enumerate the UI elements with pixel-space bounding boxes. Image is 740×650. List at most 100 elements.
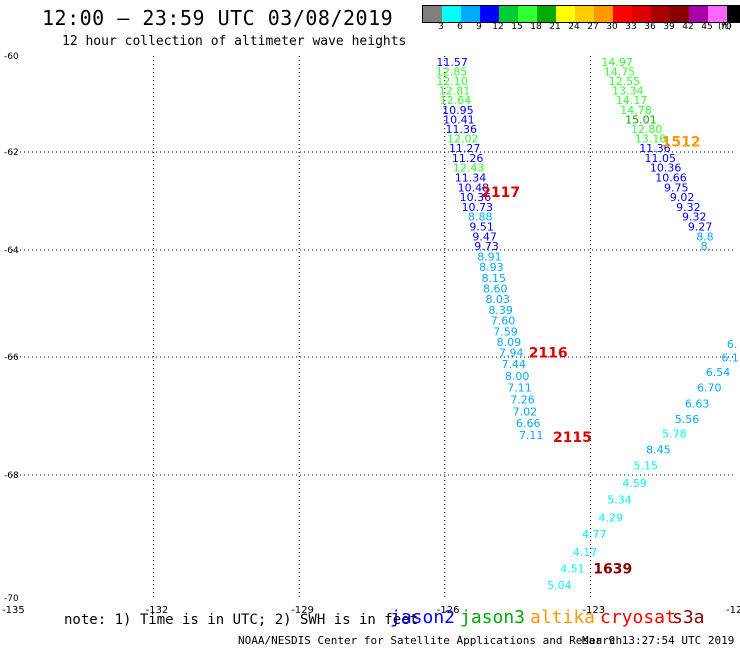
swh-value: 8.39 (488, 304, 513, 317)
colorbar-swatch (689, 6, 708, 22)
pass-label: 1639 (593, 561, 632, 577)
colorbar-swatch (556, 6, 575, 22)
colorbar-tick-label: 12 (492, 22, 504, 32)
pass-label: 1512 (662, 134, 701, 150)
swh-value: 11.36 (639, 142, 671, 155)
colorbar-swatch (480, 6, 499, 22)
lat-label: -62 (4, 148, 19, 158)
legend-item-altika: altika (530, 607, 596, 628)
swh-value: 7.60 (491, 315, 516, 328)
swh-value: 12.10 (436, 75, 468, 88)
colorbar-swatch (708, 6, 727, 22)
colorbar-swatch (442, 6, 461, 22)
lat-label: -60 (4, 52, 19, 62)
swh-value: 11.05 (645, 152, 677, 165)
colorbar-swatch (537, 6, 556, 22)
lon-label: -126 (437, 605, 460, 616)
track-1639: 6.6.16.54 6.70 6.63 5.56 5.78 8.45 5.15 4.59 5.3… (547, 338, 739, 592)
swh-value: 5.15 (633, 460, 658, 473)
swh-value: 11.34 (455, 171, 487, 184)
swh-value: 7.11 (507, 382, 532, 395)
swh-value: 10.73 (462, 201, 494, 214)
swh-value: 9.73 (474, 240, 499, 253)
swh-value: 6.66 (516, 417, 541, 430)
swh-value: 4.51 (560, 562, 585, 575)
lat-label: -70 (4, 594, 19, 604)
swh-value: 12.55 (609, 75, 641, 88)
colorbar-swatch (518, 6, 537, 22)
lon-label: -135 (2, 605, 25, 616)
colorbar-swatch (594, 6, 613, 22)
swh-value: 12.80 (631, 123, 663, 136)
swh-value: 10.41 (443, 113, 475, 126)
swh-value: 8.88 (468, 211, 493, 224)
swh-value: 9.32 (682, 211, 707, 224)
lon-label: -129 (291, 605, 314, 616)
swh-value: 7.02 (513, 405, 538, 418)
swh-value: 11.36 (446, 123, 478, 136)
generated-timestamp: Mar 9 13:27:54 UTC 2019 (582, 634, 735, 647)
swh-value: 14.78 (620, 104, 652, 117)
colorbar-tick-label: 15 (511, 22, 523, 32)
colorbar-tick-label: 21 (549, 22, 561, 32)
lon-label: -123 (582, 605, 605, 616)
swh-value: 8.8 (696, 230, 714, 243)
page-subtitle: 12 hour collection of altimeter wave hei… (62, 34, 407, 49)
colorbar-swatch (670, 6, 689, 22)
colorbar-swatch (632, 6, 651, 22)
swh-value: 15.01 (625, 113, 657, 126)
track-2117: 11.5712.8512.1012.8112.6410.9510.4111.36… (436, 56, 544, 442)
pass-label: 2116 (529, 346, 568, 362)
colorbar-tick-label: 39 (663, 22, 675, 32)
swh-value: 4.59 (622, 477, 647, 490)
swh-value: 11.27 (449, 142, 481, 155)
swh-value: 7.59 (493, 325, 518, 338)
colorbar (422, 5, 740, 23)
colorbar-tick-label: 27 (587, 22, 599, 32)
swh-value: 5.04 (547, 579, 572, 592)
lat-label: -68 (4, 471, 19, 481)
swh-value: 11.26 (452, 152, 484, 165)
swh-value: 10.36 (650, 162, 682, 175)
swh-value: 10.48 (458, 181, 490, 194)
swh-value: 9.51 (469, 220, 494, 233)
lon-label: -120 (726, 605, 740, 616)
colorbar-tick-label: 30 (606, 22, 618, 32)
swh-value: 9.32 (676, 201, 701, 214)
lat-label: -66 (4, 353, 19, 363)
swh-value: 8.00 (505, 370, 530, 383)
colorbar-tick-label: 70 (720, 22, 732, 32)
swh-value: 10.66 (655, 171, 687, 184)
colorbar-unit: (ft) (718, 22, 732, 32)
pass-label: 2115 (553, 430, 592, 446)
swh-value: 4.29 (599, 511, 624, 524)
colorbar-tick-labels: 3 6 9 12 15 18 21 24 27 30 33 36 39 42 45 70 (422, 22, 740, 34)
colorbar-swatch (613, 6, 632, 22)
track-1512: 14.9714.7512.5513.3414.1714.7815.0112.80… (601, 56, 713, 253)
legend-item-jason2: jason2 (390, 607, 456, 628)
swh-value: 4.77 (582, 528, 607, 541)
map-grid (8, 56, 736, 598)
swh-value: 13.16 (635, 133, 667, 146)
units-note: note: 1) Time is in UTC; 2) SWH is in fe… (64, 612, 419, 628)
swh-value: 14.97 (601, 56, 633, 69)
swh-value: 14.75 (604, 65, 636, 78)
swh-value: 12.02 (447, 133, 479, 146)
swh-value: 4.17 (573, 546, 598, 559)
pass-label: 2117 (481, 185, 520, 201)
colorbar-tick-label: 36 (644, 22, 656, 32)
swh-value: 11.57 (436, 56, 468, 69)
swh-value: 7.11 (519, 429, 544, 442)
swh-value: 12.64 (440, 94, 472, 107)
swh-value: 7.94 (499, 347, 524, 360)
swh-value: 5.78 (662, 428, 687, 441)
swh-value: 12.43 (453, 162, 485, 175)
colorbar-swatch (575, 6, 594, 22)
legend-item-s3a: s3a (672, 607, 705, 628)
swh-value: 10.36 (460, 191, 492, 204)
swh-value: 9.47 (472, 230, 497, 243)
swh-value: 12.85 (436, 65, 468, 78)
colorbar-tick-label: 45 (701, 22, 713, 32)
